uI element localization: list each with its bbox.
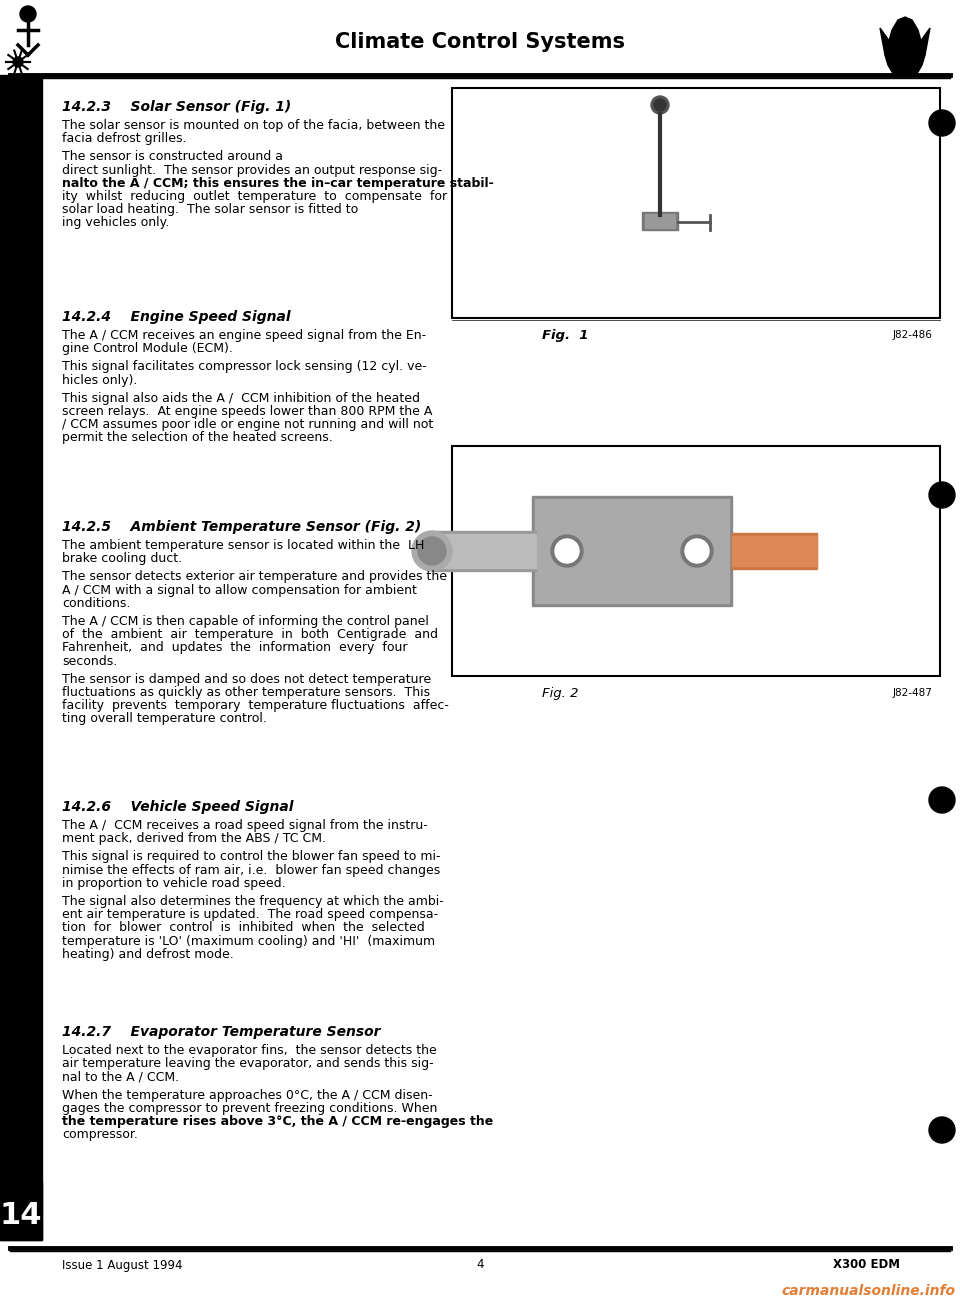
Text: seconds.: seconds. [62,655,117,668]
Text: permit the selection of the heated screens.: permit the selection of the heated scree… [62,431,333,444]
Text: This signal also aids the A /  CCM inhibition of the heated: This signal also aids the A / CCM inhibi… [62,392,420,405]
Bar [732,533,817,569]
Text: solar load heating.  The solar sensor is fitted to: solar load heating. The solar sensor is … [62,203,362,216]
Circle shape [412,531,452,572]
Text: Climate Control Systems: Climate Control Systems [335,32,625,52]
Text: X300 EDM: X300 EDM [833,1259,900,1272]
Circle shape [929,1117,955,1143]
Text: A / CCM with a signal to allow compensation for ambient: A / CCM with a signal to allow compensat… [62,583,417,596]
Circle shape [651,96,669,114]
Text: facia defrost grilles.: facia defrost grilles. [62,132,186,145]
Text: of  the  ambient  air  temperature  in  both  Centigrade  and: of the ambient air temperature in both C… [62,629,438,642]
Bar [532,496,732,607]
Text: 14: 14 [0,1200,42,1229]
Circle shape [929,482,955,508]
Bar [642,212,678,230]
Text: Fig. 2: Fig. 2 [542,686,579,699]
Text: nalto the A / CCM; this ensures the in–car temperature stabil-: nalto the A / CCM; this ensures the in–c… [62,177,493,190]
Circle shape [685,539,709,562]
Text: 14.2.5    Ambient Temperature Sensor (Fig. 2): 14.2.5 Ambient Temperature Sensor (Fig. … [62,520,421,534]
Text: The sensor is damped and so does not detect temperature: The sensor is damped and so does not det… [62,673,431,686]
Circle shape [929,110,955,136]
Bar [0,75,42,1241]
Text: This signal is required to control the blower fan speed to mi-: This signal is required to control the b… [62,851,441,864]
Bar [0,1182,42,1241]
Text: The ambient temperature sensor is located within the  LH: The ambient temperature sensor is locate… [62,539,424,552]
Text: Fahrenheit,  and  updates  the  information  every  four: Fahrenheit, and updates the information … [62,642,407,655]
Text: 14.2.7    Evaporator Temperature Sensor: 14.2.7 Evaporator Temperature Sensor [62,1025,380,1039]
Text: compressor.: compressor. [62,1129,138,1142]
Text: gages the compressor to prevent freezing conditions. When: gages the compressor to prevent freezing… [62,1102,438,1115]
Text: carmanualsonline.info: carmanualsonline.info [781,1283,955,1298]
Text: The A / CCM receives an engine speed signal from the En-: The A / CCM receives an engine speed sig… [62,329,426,342]
Text: temperature is 'LO' (maximum cooling) and 'HI'  (maximum: temperature is 'LO' (maximum cooling) an… [62,934,435,947]
Polygon shape [885,17,925,75]
Text: The sensor detects exterior air temperature and provides the: The sensor detects exterior air temperat… [62,570,447,583]
Text: conditions.: conditions. [62,596,131,609]
Bar [535,499,729,603]
Text: When the temperature approaches 0°C, the A / CCM disen-: When the temperature approaches 0°C, the… [62,1089,433,1102]
Text: hicles only).: hicles only). [62,374,137,387]
Text: J82-487: J82-487 [892,688,932,698]
Bar [645,214,675,229]
Text: The solar sensor is mounted on top of the facia, between the: The solar sensor is mounted on top of th… [62,120,445,132]
Text: ing vehicles only.: ing vehicles only. [62,217,169,230]
Circle shape [681,535,713,566]
Text: 4: 4 [476,1259,484,1272]
Text: facility  prevents  temporary  temperature fluctuations  affec-: facility prevents temporary temperature … [62,699,449,712]
Bar [452,88,940,318]
Circle shape [654,99,666,110]
Text: the temperature rises above 3°C, the A / CCM re-engages the: the temperature rises above 3°C, the A /… [62,1115,493,1128]
Text: This signal facilitates compressor lock sensing (12 cyl. ve-: This signal facilitates compressor lock … [62,360,427,373]
Text: fluctuations as quickly as other temperature sensors.  This: fluctuations as quickly as other tempera… [62,686,430,699]
Text: Located next to the evaporator fins,  the sensor detects the: Located next to the evaporator fins, the… [62,1044,437,1057]
Text: Issue 1 August 1994: Issue 1 August 1994 [62,1259,182,1272]
Text: nal to the A / CCM.: nal to the A / CCM. [62,1070,180,1083]
Bar [432,531,536,572]
Circle shape [13,57,23,68]
Text: tion  for  blower  control  is  inhibited  when  the  selected: tion for blower control is inhibited whe… [62,921,424,934]
Text: / CCM assumes poor idle or engine not running and will not: / CCM assumes poor idle or engine not ru… [62,418,433,431]
Text: The sensor is constructed around a: The sensor is constructed around a [62,151,287,164]
Text: ent air temperature is updated.  The road speed compensa-: ent air temperature is updated. The road… [62,908,438,921]
Circle shape [20,6,36,22]
Text: ment pack, derived from the ABS / TC CM.: ment pack, derived from the ABS / TC CM. [62,833,326,846]
Circle shape [929,787,955,813]
Text: in proportion to vehicle road speed.: in proportion to vehicle road speed. [62,877,286,890]
Text: air temperature leaving the evaporator, and sends this sig-: air temperature leaving the evaporator, … [62,1057,434,1070]
Text: 14.2.6    Vehicle Speed Signal: 14.2.6 Vehicle Speed Signal [62,800,294,814]
Text: The A /  CCM receives a road speed signal from the instru-: The A / CCM receives a road speed signal… [62,818,428,831]
Bar [452,446,940,675]
Circle shape [551,535,583,566]
Text: 14.2.4    Engine Speed Signal: 14.2.4 Engine Speed Signal [62,310,291,323]
Text: ity  whilst  reducing  outlet  temperature  to  compensate  for: ity whilst reducing outlet temperature t… [62,190,447,203]
Text: brake cooling duct.: brake cooling duct. [62,552,182,565]
Text: The A / CCM is then capable of informing the control panel: The A / CCM is then capable of informing… [62,614,429,627]
Text: direct sunlight.  The sensor provides an output response sig-: direct sunlight. The sensor provides an … [62,164,443,177]
Text: 14.2.3    Solar Sensor (Fig. 1): 14.2.3 Solar Sensor (Fig. 1) [62,100,291,114]
Text: Fig.  1: Fig. 1 [542,329,588,342]
Bar [432,534,536,568]
Circle shape [418,536,446,565]
Text: J82-486: J82-486 [892,330,932,340]
Circle shape [555,539,579,562]
Text: gine Control Module (ECM).: gine Control Module (ECM). [62,342,233,355]
Polygon shape [880,29,890,55]
Text: The signal also determines the frequency at which the ambi-: The signal also determines the frequency… [62,895,444,908]
Text: screen relays.  At engine speeds lower than 800 RPM the A: screen relays. At engine speeds lower th… [62,405,432,418]
Polygon shape [920,29,930,55]
Text: nimise the effects of ram air, i.e.  blower fan speed changes: nimise the effects of ram air, i.e. blow… [62,864,441,877]
Text: heating) and defrost mode.: heating) and defrost mode. [62,948,233,961]
Bar [732,536,817,566]
Text: ting overall temperature control.: ting overall temperature control. [62,712,267,725]
